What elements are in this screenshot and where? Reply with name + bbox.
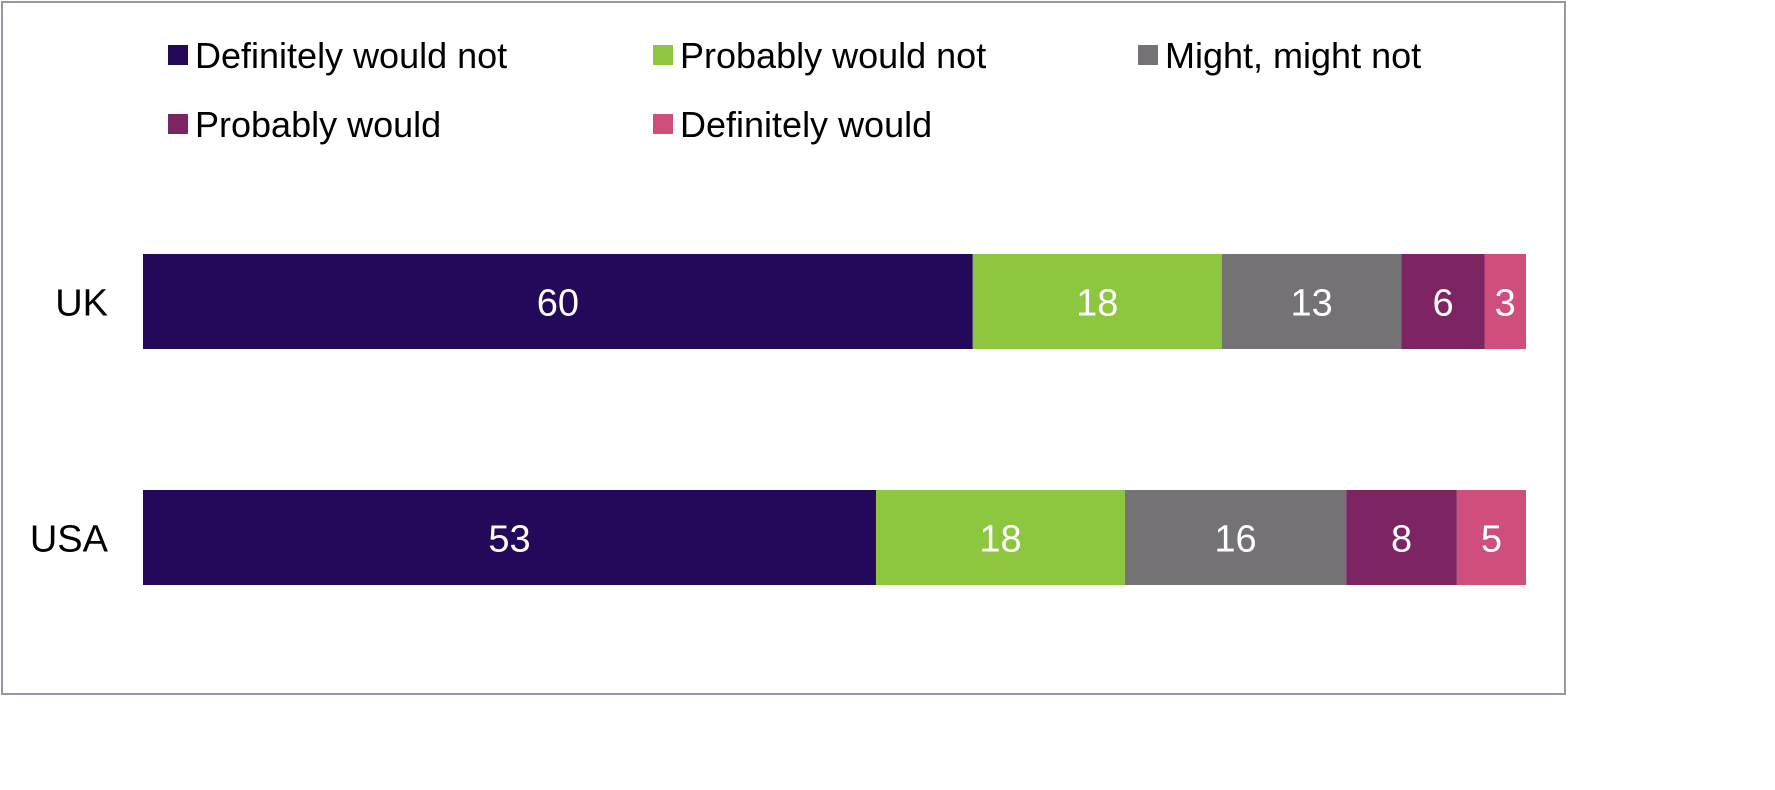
data-label-uk-probably-would: 6: [1432, 283, 1453, 325]
legend-swatch-definitely-would: [653, 114, 673, 134]
bar-segment-usa-might-might-not: [1124, 490, 1347, 585]
data-label-uk-definitely-would-not: 60: [537, 283, 579, 325]
data-label-usa-definitely-would-not: 53: [488, 519, 530, 561]
legend-swatch-probably-would-not: [653, 45, 673, 65]
legend-label-definitely-would: Definitely would: [680, 104, 932, 145]
bar-segment-uk-definitely-would-not: [143, 254, 973, 349]
data-label-uk-probably-would-not: 18: [1076, 283, 1118, 325]
legend-swatch-definitely-would-not: [168, 45, 188, 65]
chart-legend: Definitely would not Probably would not Mi…: [168, 35, 1421, 145]
data-label-usa-probably-would-not: 18: [979, 519, 1021, 561]
bar-segment-uk-might-might-not: [1221, 254, 1402, 349]
legend-item-might-might-not: Might, might not: [1138, 35, 1421, 76]
bar-segment-usa-definitely-would: [1456, 490, 1526, 585]
chart-bars: 60 18 13 6 3 53 18 16 8 5: [143, 254, 1526, 585]
legend-label-definitely-would-not: Definitely would not: [195, 35, 507, 76]
legend-label-probably-would-not: Probably would not: [680, 35, 986, 76]
bar-segment-uk-probably-would-not: [972, 254, 1222, 349]
bar-segment-uk-definitely-would: [1484, 254, 1526, 349]
category-label-uk: UK: [55, 283, 108, 325]
legend-item-probably-would: Probably would: [168, 104, 441, 145]
category-labels: UK USA: [30, 283, 109, 561]
category-label-usa: USA: [30, 519, 109, 561]
data-label-usa-probably-would: 8: [1391, 519, 1412, 561]
bar-segment-uk-probably-would: [1401, 254, 1485, 349]
data-label-uk-definitely-would: 3: [1495, 283, 1516, 325]
legend-item-definitely-would: Definitely would: [653, 104, 932, 145]
legend-item-definitely-would-not: Definitely would not: [168, 35, 507, 76]
bar-segment-usa-definitely-would-not: [143, 490, 876, 585]
data-label-uk-might-might-not: 13: [1290, 283, 1332, 325]
bar-segment-usa-probably-would: [1346, 490, 1457, 585]
legend-label-probably-would: Probably would: [195, 104, 441, 145]
data-label-usa-definitely-would: 5: [1481, 519, 1502, 561]
bar-segment-usa-probably-would-not: [875, 490, 1125, 585]
data-label-usa-might-might-not: 16: [1214, 519, 1256, 561]
legend-label-might-might-not: Might, might not: [1165, 35, 1421, 76]
legend-swatch-might-might-not: [1138, 45, 1158, 65]
legend-item-probably-would-not: Probably would not: [653, 35, 986, 76]
legend-swatch-probably-would: [168, 114, 188, 134]
